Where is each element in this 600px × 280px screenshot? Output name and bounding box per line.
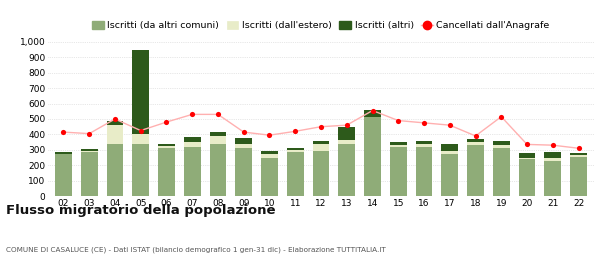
Bar [209,132,226,136]
Bar [107,125,124,144]
Bar [313,151,329,196]
Bar [467,145,484,196]
Bar [544,152,561,158]
Bar [518,159,535,196]
Bar [133,50,149,134]
Bar [518,153,535,157]
Bar [338,127,355,140]
Bar [55,155,72,196]
Point [213,112,223,116]
Bar [235,144,252,148]
Bar [133,134,149,144]
Text: Flusso migratorio della popolazione: Flusso migratorio della popolazione [6,204,275,217]
Point [239,130,248,134]
Bar [184,142,200,147]
Bar [81,151,98,152]
Bar [184,147,200,196]
Bar [338,140,355,144]
Bar [518,157,535,159]
Bar [493,141,509,145]
Point [445,123,455,127]
Bar [364,110,381,118]
Bar [261,151,278,154]
Point [471,134,481,138]
Point [265,133,274,137]
Point [574,146,583,151]
Bar [544,160,561,196]
Bar [416,141,433,144]
Bar [313,141,329,144]
Bar [570,155,587,157]
Point [110,117,120,121]
Point [496,115,506,119]
Bar [81,152,98,196]
Bar [133,144,149,196]
Bar [493,148,509,196]
Bar [442,151,458,155]
Point [522,142,532,147]
Text: COMUNE DI CASALUCE (CE) - Dati ISTAT (bilancio demografico 1 gen-31 dic) - Elabo: COMUNE DI CASALUCE (CE) - Dati ISTAT (bi… [6,246,386,253]
Bar [467,142,484,145]
Bar [493,145,509,148]
Point [290,129,300,134]
Point [85,131,94,136]
Bar [184,137,200,142]
Bar [55,154,72,155]
Bar [390,148,407,196]
Point [419,121,429,125]
Bar [570,157,587,196]
Bar [416,144,433,148]
Bar [158,148,175,196]
Bar [287,150,304,152]
Point [161,120,171,124]
Point [342,123,352,127]
Bar [235,138,252,144]
Bar [209,136,226,144]
Point [136,128,146,133]
Bar [107,120,124,125]
Bar [261,154,278,157]
Point [59,130,68,134]
Bar [467,139,484,142]
Bar [261,157,278,196]
Bar [287,152,304,196]
Bar [390,142,407,145]
Bar [390,145,407,148]
Bar [570,153,587,155]
Bar [416,148,433,196]
Bar [235,148,252,196]
Bar [209,144,226,196]
Bar [158,146,175,148]
Point [316,124,326,129]
Bar [81,149,98,151]
Point [368,108,377,113]
Bar [313,144,329,151]
Legend: Iscritti (da altri comuni), Iscritti (dall'estero), Iscritti (altri), Cancellati: Iscritti (da altri comuni), Iscritti (da… [89,17,553,34]
Bar [338,144,355,196]
Bar [287,148,304,150]
Bar [158,144,175,146]
Point [187,112,197,116]
Bar [55,152,72,154]
Bar [442,155,458,196]
Bar [364,118,381,196]
Point [548,143,557,147]
Bar [107,144,124,196]
Bar [544,158,561,160]
Point [394,118,403,123]
Bar [442,144,458,151]
